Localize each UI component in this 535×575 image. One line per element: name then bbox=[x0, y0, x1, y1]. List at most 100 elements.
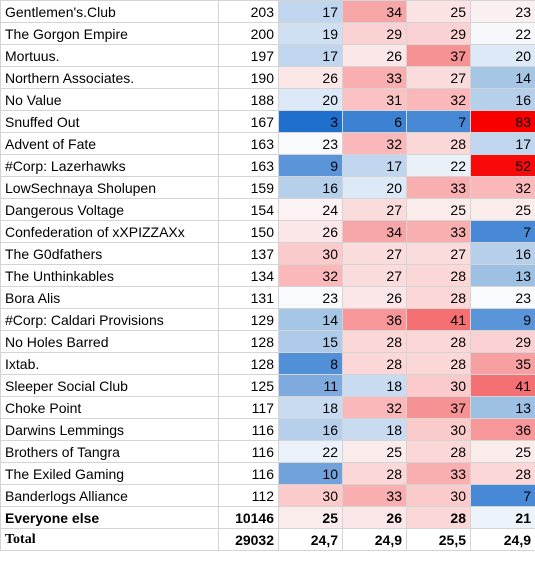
row-name-cell[interactable]: LowSechnaya Sholupen bbox=[0, 176, 219, 199]
row-name-cell[interactable]: The Exiled Gaming bbox=[0, 462, 219, 485]
value-cell[interactable]: 26 bbox=[342, 44, 407, 67]
value-cell[interactable]: 27 bbox=[342, 198, 407, 221]
value-cell[interactable]: 36 bbox=[470, 418, 535, 441]
value-cell[interactable]: 14 bbox=[278, 308, 343, 331]
value-cell[interactable]: 13 bbox=[470, 264, 535, 287]
value-cell[interactable]: 32 bbox=[406, 88, 471, 111]
value-cell[interactable]: 20 bbox=[278, 88, 343, 111]
row-name-cell[interactable]: The Unthinkables bbox=[0, 264, 219, 287]
value-cell[interactable]: 14 bbox=[470, 66, 535, 89]
value-cell[interactable]: 30 bbox=[278, 484, 343, 507]
row-name-cell[interactable]: Bora Alis bbox=[0, 286, 219, 309]
value-cell[interactable]: 16 bbox=[278, 176, 343, 199]
row-total-cell[interactable]: 200 bbox=[218, 22, 279, 45]
row-total-cell[interactable]: 128 bbox=[218, 352, 279, 375]
row-total-cell[interactable]: 116 bbox=[218, 462, 279, 485]
value-cell[interactable]: 36 bbox=[342, 308, 407, 331]
value-cell[interactable]: 28 bbox=[342, 352, 407, 375]
value-cell[interactable]: 25 bbox=[470, 440, 535, 463]
value-cell[interactable]: 7 bbox=[470, 220, 535, 243]
row-name-cell[interactable]: Mortuus. bbox=[0, 44, 219, 67]
row-total-cell[interactable]: 137 bbox=[218, 242, 279, 265]
row-total-cell[interactable]: 134 bbox=[218, 264, 279, 287]
value-cell[interactable]: 9 bbox=[470, 308, 535, 331]
row-name-cell[interactable]: Gentlemen's.Club bbox=[0, 0, 219, 23]
value-cell[interactable]: 28 bbox=[406, 264, 471, 287]
value-cell[interactable]: 33 bbox=[406, 176, 471, 199]
value-cell[interactable]: 41 bbox=[406, 308, 471, 331]
value-cell[interactable]: 24 bbox=[278, 198, 343, 221]
value-cell[interactable]: 25 bbox=[278, 506, 343, 529]
row-name-cell[interactable]: Choke Point bbox=[0, 396, 219, 419]
value-cell[interactable]: 28 bbox=[406, 286, 471, 309]
row-name-cell[interactable]: No Value bbox=[0, 88, 219, 111]
value-cell[interactable]: 33 bbox=[342, 66, 407, 89]
value-cell[interactable]: 22 bbox=[278, 440, 343, 463]
value-cell[interactable]: 26 bbox=[278, 220, 343, 243]
value-cell[interactable]: 23 bbox=[278, 286, 343, 309]
value-cell[interactable]: 18 bbox=[278, 396, 343, 419]
value-cell[interactable]: 20 bbox=[342, 176, 407, 199]
value-cell[interactable]: 37 bbox=[406, 44, 471, 67]
row-name-cell[interactable]: The Gorgon Empire bbox=[0, 22, 219, 45]
value-cell[interactable]: 33 bbox=[406, 220, 471, 243]
row-name-cell[interactable]: Total bbox=[0, 528, 219, 551]
row-name-cell[interactable]: Banderlogs Alliance bbox=[0, 484, 219, 507]
row-total-cell[interactable]: 128 bbox=[218, 330, 279, 353]
value-cell[interactable]: 16 bbox=[470, 88, 535, 111]
value-cell[interactable]: 20 bbox=[470, 44, 535, 67]
value-cell[interactable]: 25 bbox=[342, 440, 407, 463]
value-cell[interactable]: 8 bbox=[278, 352, 343, 375]
value-cell[interactable]: 28 bbox=[406, 440, 471, 463]
row-total-cell[interactable]: 116 bbox=[218, 418, 279, 441]
value-cell[interactable]: 34 bbox=[342, 220, 407, 243]
value-cell[interactable]: 28 bbox=[470, 462, 535, 485]
value-cell[interactable]: 35 bbox=[470, 352, 535, 375]
row-total-cell[interactable]: 159 bbox=[218, 176, 279, 199]
value-cell[interactable]: 29 bbox=[342, 22, 407, 45]
value-cell[interactable]: 28 bbox=[406, 352, 471, 375]
value-cell[interactable]: 18 bbox=[342, 418, 407, 441]
value-cell[interactable]: 11 bbox=[278, 374, 343, 397]
row-total-cell[interactable]: 163 bbox=[218, 132, 279, 155]
row-name-cell[interactable]: Northern Associates. bbox=[0, 66, 219, 89]
value-cell[interactable]: 6 bbox=[342, 110, 407, 133]
value-cell[interactable]: 10 bbox=[278, 462, 343, 485]
row-total-cell[interactable]: 190 bbox=[218, 66, 279, 89]
value-cell[interactable]: 28 bbox=[342, 330, 407, 353]
value-cell[interactable]: 25,5 bbox=[406, 528, 471, 551]
row-total-cell[interactable]: 150 bbox=[218, 220, 279, 243]
row-total-cell[interactable]: 154 bbox=[218, 198, 279, 221]
value-cell[interactable]: 26 bbox=[342, 506, 407, 529]
value-cell[interactable]: 28 bbox=[342, 462, 407, 485]
value-cell[interactable]: 7 bbox=[406, 110, 471, 133]
value-cell[interactable]: 33 bbox=[406, 462, 471, 485]
value-cell[interactable]: 25 bbox=[406, 198, 471, 221]
value-cell[interactable]: 25 bbox=[470, 198, 535, 221]
value-cell[interactable]: 32 bbox=[470, 176, 535, 199]
value-cell[interactable]: 17 bbox=[278, 0, 343, 23]
row-total-cell[interactable]: 112 bbox=[218, 484, 279, 507]
value-cell[interactable]: 17 bbox=[470, 132, 535, 155]
value-cell[interactable]: 24,9 bbox=[470, 528, 535, 551]
value-cell[interactable]: 3 bbox=[278, 110, 343, 133]
value-cell[interactable]: 32 bbox=[342, 132, 407, 155]
row-total-cell[interactable]: 188 bbox=[218, 88, 279, 111]
row-name-cell[interactable]: No Holes Barred bbox=[0, 330, 219, 353]
value-cell[interactable]: 32 bbox=[342, 396, 407, 419]
value-cell[interactable]: 27 bbox=[406, 66, 471, 89]
value-cell[interactable]: 30 bbox=[406, 418, 471, 441]
value-cell[interactable]: 27 bbox=[342, 242, 407, 265]
value-cell[interactable]: 21 bbox=[470, 506, 535, 529]
row-total-cell[interactable]: 29032 bbox=[218, 528, 279, 551]
row-name-cell[interactable]: The G0dfathers bbox=[0, 242, 219, 265]
row-name-cell[interactable]: Sleeper Social Club bbox=[0, 374, 219, 397]
value-cell[interactable]: 83 bbox=[470, 110, 535, 133]
value-cell[interactable]: 52 bbox=[470, 154, 535, 177]
value-cell[interactable]: 16 bbox=[470, 242, 535, 265]
value-cell[interactable]: 30 bbox=[406, 484, 471, 507]
value-cell[interactable]: 22 bbox=[406, 154, 471, 177]
value-cell[interactable]: 27 bbox=[406, 242, 471, 265]
row-name-cell[interactable]: Snuffed Out bbox=[0, 110, 219, 133]
value-cell[interactable]: 22 bbox=[470, 22, 535, 45]
